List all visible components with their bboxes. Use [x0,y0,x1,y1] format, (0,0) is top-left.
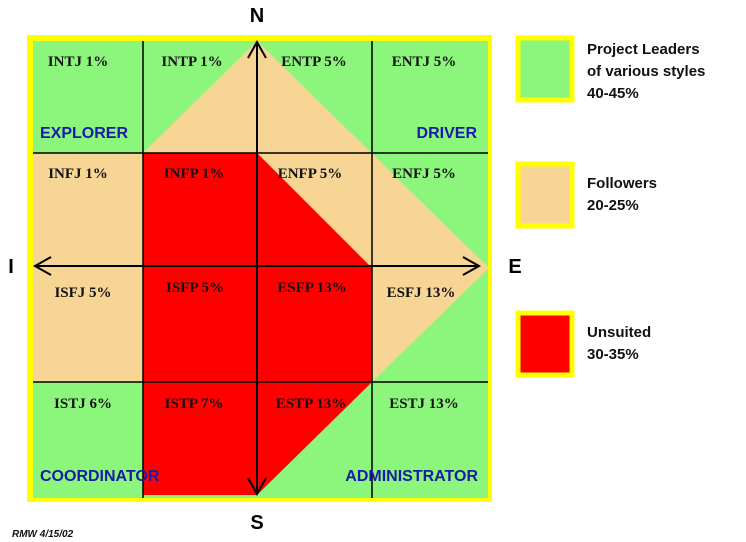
legend-swatch-followers [515,161,575,229]
type-label-infj: INFJ 1% [48,166,108,182]
followers-region-left [33,153,143,382]
legend-swatch-leaders [515,35,575,103]
type-label-esfp: ESFP 13% [277,280,347,296]
legend-text-followers-line1: Followers [587,175,657,192]
corner-label-explorer: EXPLORER [40,125,128,142]
corner-label-driver: DRIVER [417,125,478,142]
legend-text-leaders-line1: Project Leaders [587,41,700,58]
legend-text-followers-line2: 20-25% [587,197,639,214]
grid-lines [33,41,488,498]
type-label-isfj: ISFJ 5% [54,285,111,301]
type-label-entp: ENTP 5% [281,54,346,70]
type-label-enfp: ENFP 5% [278,166,343,182]
corner-label-administrator: ADMINISTRATOR [345,468,478,485]
legend-text-unsuited-line2: 30-35% [587,346,639,363]
axis-label-north: N [250,5,264,27]
type-label-infp: INFP 1% [164,166,224,182]
legend-text-unsuited-line1: Unsuited [587,324,651,341]
type-label-estj: ESTJ 13% [389,396,459,412]
type-label-esfj: ESFJ 13% [387,285,456,301]
axis-label-south: S [250,512,263,534]
legend: Project Leaders of various styles 40-45%… [515,35,705,378]
axis-label-east: E [508,256,521,278]
corner-label-coordinator: COORDINATOR [40,468,160,485]
type-label-enfj: ENFJ 5% [392,166,456,182]
type-label-istj: ISTJ 6% [54,396,112,412]
type-label-estp: ESTP 13% [276,396,346,412]
type-label-isfp: ISFP 5% [166,280,224,296]
axis-label-west: I [8,256,14,278]
legend-text-leaders-line3: 40-45% [587,85,639,102]
type-label-intj: INTJ 1% [48,54,108,70]
legend-text-leaders-line2: of various styles [587,63,705,80]
axis-horizontal [32,256,482,276]
type-label-intp: INTP 1% [161,54,222,70]
type-labels: INTJ 1% INTP 1% ENTP 5% ENTJ 5% INFJ 1% … [48,54,459,412]
footer-date: RMW 4/15/02 [12,529,74,540]
type-label-entj: ENTJ 5% [392,54,457,70]
legend-swatch-unsuited [515,310,575,378]
axis-vertical [247,39,267,497]
type-label-istp: ISTP 7% [165,396,224,412]
